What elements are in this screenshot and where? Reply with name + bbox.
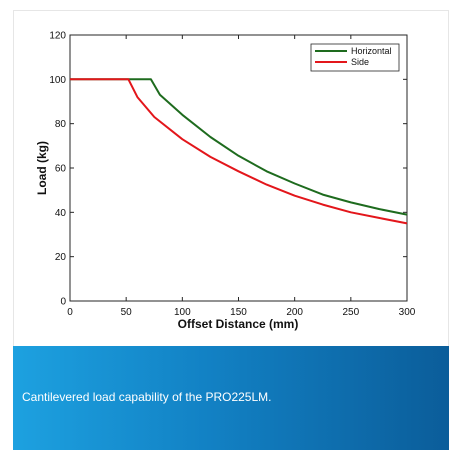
y-tick-label: 120 [49, 31, 66, 42]
series-line-horizontal [70, 78, 408, 216]
y-tick-label: 0 [60, 297, 66, 308]
legend-label-horizontal: Horizontal [351, 46, 392, 56]
x-tick-label: 200 [286, 307, 303, 318]
y-tick-label: 80 [55, 119, 67, 130]
x-tick-label: 250 [342, 307, 359, 318]
caption-bar: Cantilevered load capability of the PRO2… [13, 346, 449, 450]
legend-box [310, 43, 400, 72]
x-tick-label: 0 [67, 307, 73, 318]
x-tick-label: 100 [174, 307, 191, 318]
x-tick-label: 300 [399, 307, 416, 318]
y-tick-label: 40 [55, 208, 67, 219]
series-lines [70, 78, 408, 225]
y-axis-label: Load (kg) [35, 141, 49, 195]
axis-ticks: 0 50 100 150 200 250 300 0 20 40 60 80 100 120 [49, 31, 415, 319]
x-tick-label: 150 [230, 307, 247, 318]
series-line-side [70, 78, 408, 225]
legend-label-side: Side [351, 57, 369, 67]
caption-text: Cantilevered load capability of the PRO2… [22, 390, 272, 404]
y-tick-label: 100 [49, 75, 66, 86]
load-chart: 0 50 100 150 200 250 300 0 20 40 60 80 100 120 Offset… [35, 31, 416, 332]
x-tick-label: 50 [121, 307, 133, 318]
x-axis-label: Offset Distance (mm) [178, 317, 299, 331]
y-tick-label: 60 [55, 164, 67, 175]
plot-area [69, 34, 408, 302]
y-tick-label: 20 [55, 252, 67, 263]
